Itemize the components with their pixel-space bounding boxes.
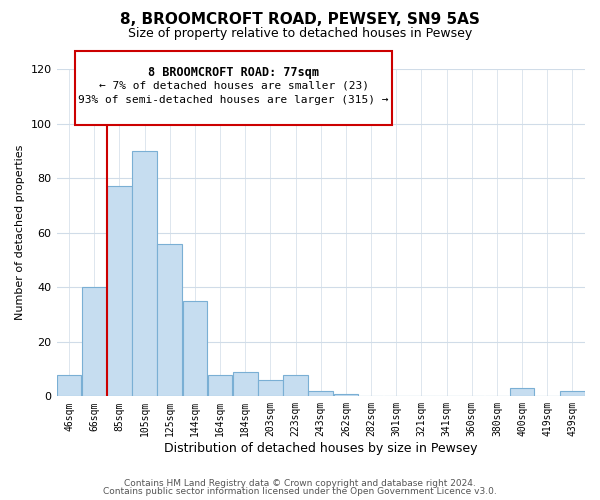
Bar: [132, 151, 157, 396]
Text: 8 BROOMCROFT ROAD: 77sqm: 8 BROOMCROFT ROAD: 77sqm: [148, 66, 319, 78]
Text: Size of property relative to detached houses in Pewsey: Size of property relative to detached ho…: [128, 28, 472, 40]
Bar: [208, 374, 232, 396]
Y-axis label: Number of detached properties: Number of detached properties: [15, 145, 25, 320]
Bar: [258, 380, 283, 396]
Bar: [233, 372, 257, 396]
Bar: [283, 374, 308, 396]
X-axis label: Distribution of detached houses by size in Pewsey: Distribution of detached houses by size …: [164, 442, 478, 455]
Text: 93% of semi-detached houses are larger (315) →: 93% of semi-detached houses are larger (…: [79, 95, 389, 105]
Text: Contains HM Land Registry data © Crown copyright and database right 2024.: Contains HM Land Registry data © Crown c…: [124, 478, 476, 488]
Bar: [57, 374, 82, 396]
Text: Contains public sector information licensed under the Open Government Licence v3: Contains public sector information licen…: [103, 487, 497, 496]
Bar: [334, 394, 358, 396]
Bar: [82, 287, 107, 397]
Bar: [308, 391, 333, 396]
Bar: [182, 301, 207, 396]
Text: ← 7% of detached houses are smaller (23): ← 7% of detached houses are smaller (23): [98, 80, 368, 90]
Text: 8, BROOMCROFT ROAD, PEWSEY, SN9 5AS: 8, BROOMCROFT ROAD, PEWSEY, SN9 5AS: [120, 12, 480, 28]
Bar: [560, 391, 585, 396]
Bar: [157, 244, 182, 396]
Bar: [107, 186, 132, 396]
Bar: [510, 388, 535, 396]
FancyBboxPatch shape: [75, 51, 392, 125]
